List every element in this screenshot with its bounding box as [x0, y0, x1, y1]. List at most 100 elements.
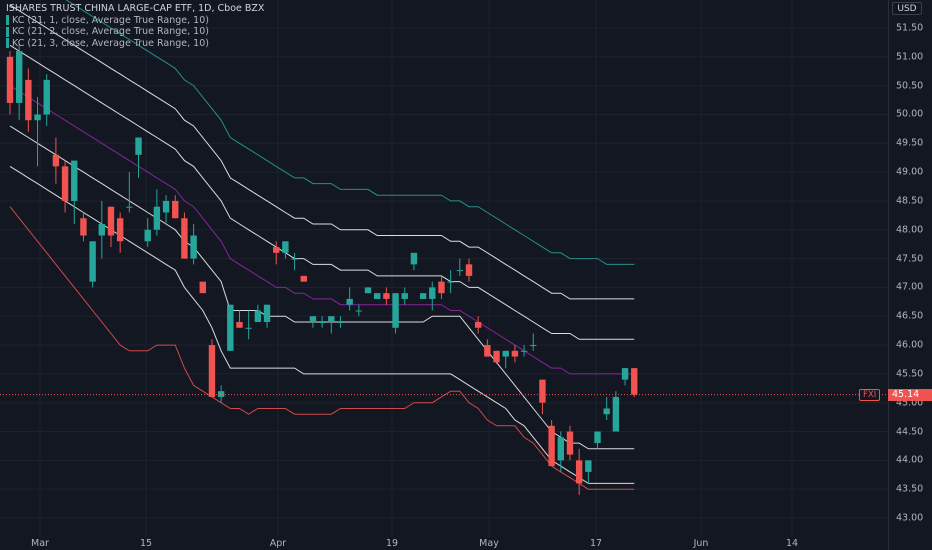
- kc1-label: KC (21, 1, close, Average True Range, 10…: [12, 14, 209, 26]
- candle: [374, 293, 381, 299]
- candle: [282, 241, 289, 259]
- time-tick-label: 17: [589, 538, 603, 549]
- candle: [612, 391, 620, 432]
- keltner-channel-bands: [9, 0, 635, 490]
- candle: [181, 212, 188, 259]
- candle-body: [493, 350, 500, 363]
- candle: [217, 385, 225, 403]
- legend-kc1[interactable]: KC (21, 1, close, Average True Range, 10…: [6, 15, 264, 27]
- band-kc3-upper: [65, 0, 635, 265]
- candle-body: [236, 322, 243, 328]
- kc3-swatch: [6, 38, 9, 49]
- time-tick-label: May: [479, 538, 499, 549]
- candle-body: [217, 391, 225, 397]
- candle: [71, 160, 78, 224]
- candle-body: [89, 241, 96, 282]
- candle: [603, 396, 610, 420]
- candle-body: [621, 368, 629, 380]
- candle-body: [98, 224, 105, 236]
- candle-body: [337, 322, 344, 323]
- candle: [162, 195, 170, 224]
- legend-title-row[interactable]: ISHARES TRUST CHINA LARGE-CAP ETF, 1D, C…: [6, 3, 264, 15]
- candle-body: [254, 310, 262, 322]
- price-tick-label: 48.50: [896, 195, 924, 207]
- time-axis[interactable]: [0, 538, 888, 550]
- symbol-tag: FXI: [859, 389, 881, 401]
- candle-body: [208, 345, 216, 397]
- price-tick-label: 43.50: [896, 483, 924, 495]
- candle: [144, 218, 151, 248]
- candle: [300, 275, 307, 282]
- candle-body: [374, 293, 381, 299]
- price-chart[interactable]: [0, 0, 888, 538]
- candle: [61, 160, 69, 213]
- band-kc-mid: [9, 85, 635, 375]
- candle-body: [107, 206, 115, 236]
- price-tick-label: 46.00: [896, 339, 924, 351]
- candle: [6, 51, 14, 115]
- candle-body: [530, 345, 537, 347]
- candle-body: [245, 327, 252, 329]
- candle-body: [429, 287, 436, 299]
- legend-kc2[interactable]: KC (21, 2, close, Average True Range, 10…: [6, 26, 264, 38]
- legend-kc3[interactable]: KC (21, 3, close, Average True Range, 10…: [6, 38, 264, 50]
- candle: [135, 137, 142, 178]
- candlesticks: [6, 45, 638, 495]
- price-axis[interactable]: [888, 0, 932, 550]
- candle-body: [263, 304, 271, 322]
- price-tick-label: 46.50: [896, 310, 924, 322]
- candle: [447, 270, 454, 294]
- candle: [89, 241, 96, 288]
- time-tick-label: 14: [785, 538, 799, 549]
- candle: [621, 368, 629, 386]
- candle: [199, 281, 206, 294]
- time-tick-label: 19: [385, 538, 399, 549]
- candle-body: [71, 160, 78, 201]
- candle: [484, 339, 491, 357]
- symbol-title: ISHARES TRUST CHINA LARGE-CAP ETF, 1D, C…: [6, 3, 265, 14]
- price-tick-label: 47.50: [896, 253, 924, 265]
- candle-body: [43, 79, 50, 115]
- candle: [43, 74, 50, 126]
- candle: [126, 172, 133, 213]
- candle-body: [172, 200, 179, 219]
- candle-body: [419, 293, 427, 299]
- band-kc2-upper: [9, 4, 635, 300]
- price-tick-label: 50.00: [896, 108, 924, 120]
- candle-body: [318, 322, 326, 323]
- candle: [291, 252, 298, 271]
- time-tick-label: 15: [139, 538, 153, 549]
- candle-body: [557, 437, 564, 461]
- candle-body: [631, 368, 638, 395]
- candle: [493, 350, 500, 363]
- candle: [502, 350, 509, 369]
- candle-body: [144, 229, 151, 242]
- candle-body: [502, 350, 509, 357]
- candle-body: [484, 345, 491, 357]
- candle: [575, 448, 583, 495]
- candle: [520, 345, 528, 357]
- candle: [15, 45, 23, 121]
- candle: [548, 420, 555, 467]
- candle-body: [603, 408, 610, 415]
- candle: [263, 304, 271, 328]
- candle: [245, 310, 252, 340]
- candle-body: [401, 293, 408, 299]
- candle-body: [548, 425, 555, 467]
- price-tick-label: 51.00: [896, 51, 924, 63]
- candle-body: [153, 206, 161, 230]
- candle-body: [282, 241, 289, 253]
- candle-body: [474, 322, 482, 328]
- candle: [465, 258, 473, 282]
- candle: [236, 310, 243, 328]
- currency-selector[interactable]: USD: [892, 2, 922, 15]
- candle: [392, 293, 399, 334]
- band-kc3-lower: [9, 206, 635, 490]
- candle-body: [594, 431, 601, 444]
- candle-body: [346, 298, 353, 305]
- price-tick-label: 51.50: [896, 22, 924, 34]
- candle: [401, 287, 408, 305]
- candle: [98, 200, 105, 259]
- candle-body: [465, 264, 473, 276]
